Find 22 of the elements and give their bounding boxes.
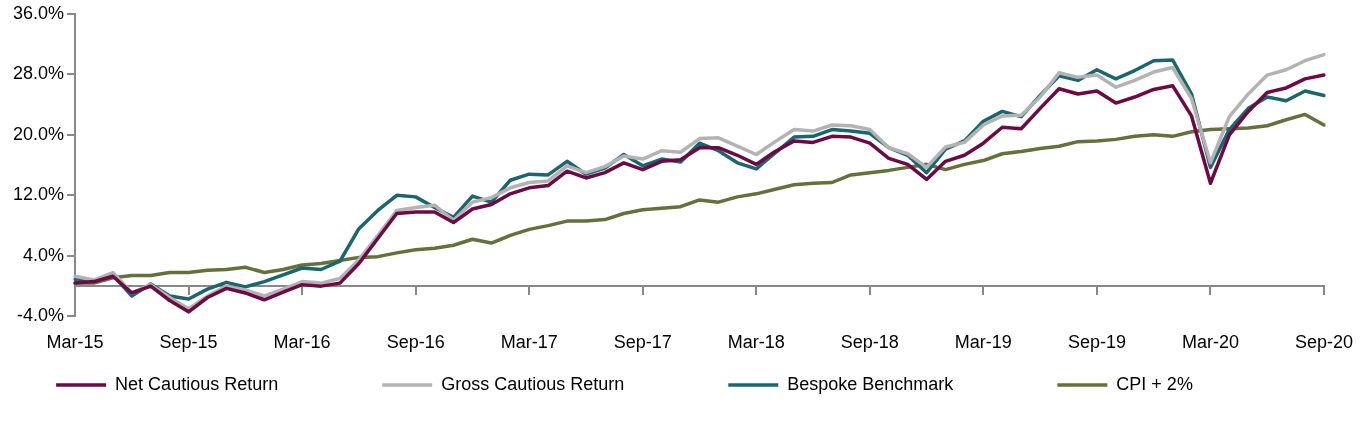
x-tick-label: Mar-16 xyxy=(273,332,331,353)
x-tick-label: Mar-19 xyxy=(954,332,1012,353)
y-tick-label: -4.0% xyxy=(17,305,65,326)
x-tick-label: Sep-19 xyxy=(1067,332,1126,353)
x-tick-label: Sep-15 xyxy=(159,332,218,353)
x-tick-label: Sep-18 xyxy=(840,332,899,353)
x-tick-label: Mar-20 xyxy=(1181,332,1239,353)
legend-label: Gross Cautious Return xyxy=(441,373,715,394)
y-tick-label: 12.0% xyxy=(12,184,65,205)
x-tick-label: Sep-17 xyxy=(613,332,672,353)
legend-label: Net Cautious Return xyxy=(115,373,369,394)
legend-label: Bespoke Benchmark xyxy=(787,373,1044,394)
x-tick-label: Mar-15 xyxy=(46,332,104,353)
y-tick-label: 36.0% xyxy=(12,2,65,23)
x-tick-label: Mar-17 xyxy=(500,332,558,353)
y-tick-label: 28.0% xyxy=(12,63,65,84)
legend-label: CPI + 2% xyxy=(1116,373,1283,394)
x-tick-label: Sep-16 xyxy=(386,332,445,353)
x-tick-label: Mar-18 xyxy=(727,332,785,353)
x-tick-label: Sep-20 xyxy=(1294,332,1353,353)
y-tick-label: 4.0% xyxy=(23,244,65,265)
y-tick-label: 20.0% xyxy=(12,123,65,144)
